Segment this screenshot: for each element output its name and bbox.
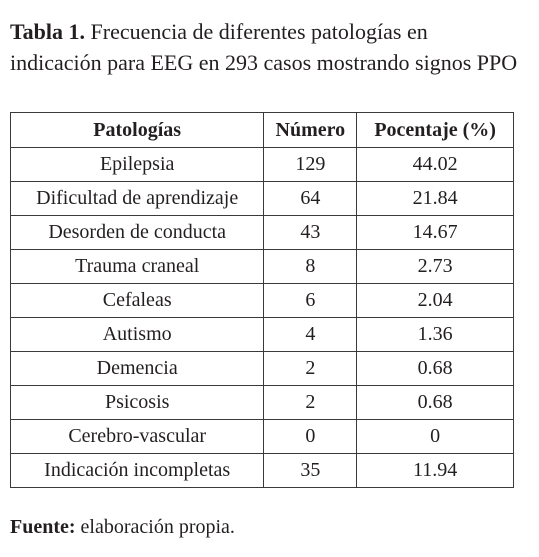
table-cell: 2	[263, 351, 358, 386]
header-row: Patologías Número Pocentaje (%)	[9, 112, 514, 148]
caption: Tabla 1. Frecuencia de diferentes patolo…	[10, 16, 522, 78]
table-cell: 2.04	[356, 283, 514, 318]
table-cell: 6	[263, 283, 358, 318]
table-row: Cerebro-vascular 0 0	[9, 419, 514, 454]
header-cell: Número	[263, 112, 358, 148]
table-row: Psicosis 2 0.68	[9, 385, 514, 420]
table-row: Indicación incompletas 35 11.94	[9, 453, 514, 488]
table-cell: 2	[263, 385, 358, 420]
table-cell: Trauma craneal	[9, 249, 265, 284]
table-row: Trauma craneal 8 2.73	[9, 249, 514, 284]
table-cell: 21.84	[356, 181, 514, 216]
table-cell: 43	[263, 215, 358, 250]
table-cell: 0.68	[356, 385, 514, 420]
table-cell: 11.94	[356, 453, 514, 488]
table-cell: Demencia	[9, 351, 265, 386]
table-row: Demencia 2 0.68	[9, 351, 514, 386]
table-cell: Psicosis	[9, 385, 265, 420]
table-cell: 1.36	[356, 317, 514, 352]
header-cell: Patologías	[9, 112, 265, 148]
table-cell: 8	[263, 249, 358, 284]
table-cell: Desorden de conducta	[9, 215, 265, 250]
table-cell: 0	[263, 419, 358, 454]
table-cell: Indicación incompletas	[9, 453, 265, 488]
table-cell: 35	[263, 453, 358, 488]
table-cell: 0	[356, 419, 514, 454]
caption-text: Frecuencia de diferentes patologías en i…	[10, 19, 518, 75]
table-cell: Epilepsia	[9, 147, 265, 182]
footer-text: elaboración propia.	[80, 516, 235, 538]
table-cell: 44.02	[356, 147, 514, 182]
caption-label: Tabla 1.	[10, 19, 86, 44]
table-row: Epilepsia 129 44.02	[9, 147, 514, 182]
footer: Fuente: elaboración propia.	[10, 516, 235, 539]
table-row: Desorden de conducta 43 14.67	[9, 215, 514, 250]
table-cell: 14.67	[356, 215, 514, 250]
table-row: Autismo 4 1.36	[9, 317, 514, 352]
header-cell: Pocentaje (%)	[356, 112, 514, 148]
table-cell: Cerebro-vascular	[9, 419, 265, 454]
table: Patologías Número Pocentaje (%) Epilepsia 1…	[9, 112, 514, 488]
table-cell: 64	[263, 181, 358, 216]
table-cell: Dificultad de aprendizaje	[9, 181, 265, 216]
table-cell: 2.73	[356, 249, 514, 284]
table-cell: 4	[263, 317, 358, 352]
table-row: Dificultad de aprendizaje 64 21.84	[9, 181, 514, 216]
footer-label: Fuente:	[10, 516, 76, 538]
table-cell: Cefaleas	[9, 283, 265, 318]
table-cell: 129	[263, 147, 358, 182]
table-cell: Autismo	[9, 317, 265, 352]
table-row: Cefaleas 6 2.04	[9, 283, 514, 318]
table-cell: 0.68	[356, 351, 514, 386]
table-body: Epilepsia 129 44.02 Dificultad de aprendiza…	[9, 147, 514, 488]
